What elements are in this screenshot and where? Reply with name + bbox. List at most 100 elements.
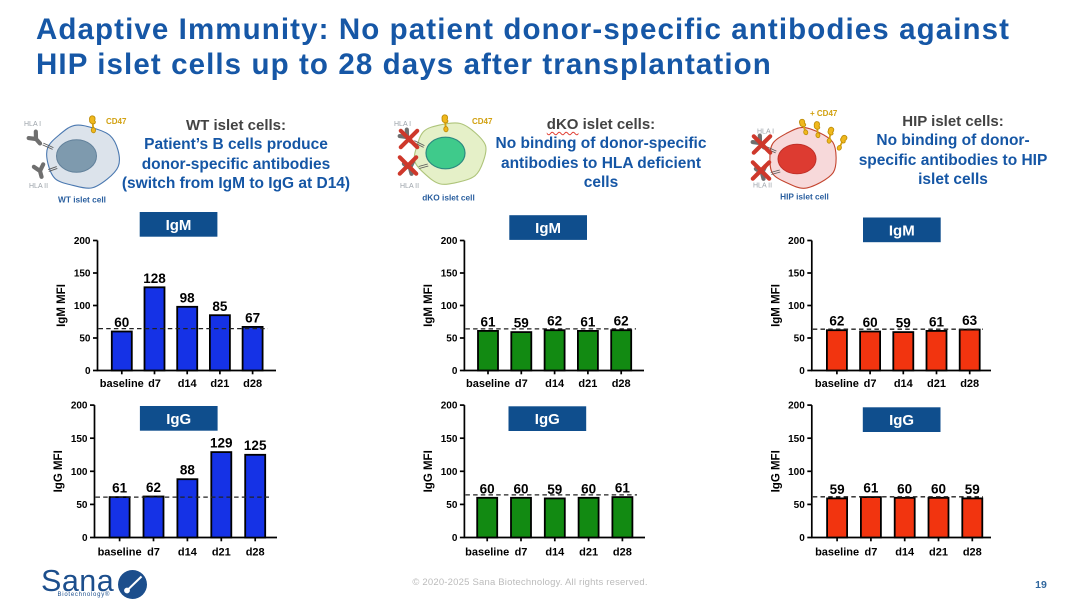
svg-text:d21: d21 bbox=[212, 547, 231, 559]
svg-text:125: 125 bbox=[244, 438, 267, 453]
svg-text:d21: d21 bbox=[210, 378, 229, 390]
svg-text:IgM: IgM bbox=[166, 217, 192, 234]
svg-text:0: 0 bbox=[82, 533, 88, 544]
svg-text:200: 200 bbox=[788, 401, 805, 412]
svg-text:HLA I: HLA I bbox=[24, 121, 41, 128]
svg-text:IgG: IgG bbox=[535, 411, 560, 428]
svg-text:100: 100 bbox=[788, 467, 805, 478]
svg-text:100: 100 bbox=[71, 467, 88, 478]
svg-text:baseline: baseline bbox=[465, 547, 509, 559]
svg-text:60: 60 bbox=[931, 481, 946, 496]
svg-text:d28: d28 bbox=[246, 547, 265, 559]
svg-text:200: 200 bbox=[788, 236, 805, 247]
svg-text:baseline: baseline bbox=[815, 547, 859, 559]
svg-text:CD47: CD47 bbox=[106, 117, 127, 126]
svg-text:200: 200 bbox=[71, 401, 88, 412]
svg-text:129: 129 bbox=[210, 436, 233, 451]
svg-text:50: 50 bbox=[446, 500, 458, 511]
svg-text:HLA II: HLA II bbox=[753, 183, 772, 190]
svg-text:HLA I: HLA I bbox=[394, 121, 411, 128]
svg-text:IgM MFI: IgM MFI bbox=[770, 284, 782, 327]
svg-text:IgG: IgG bbox=[166, 411, 191, 428]
svg-text:200: 200 bbox=[74, 236, 91, 247]
svg-text:d14: d14 bbox=[545, 547, 565, 559]
svg-text:59: 59 bbox=[547, 482, 562, 497]
svg-text:d28: d28 bbox=[960, 378, 979, 390]
svg-text:150: 150 bbox=[71, 434, 88, 445]
svg-text:IgM MFI: IgM MFI bbox=[56, 284, 68, 327]
svg-text:IgM: IgM bbox=[889, 222, 915, 239]
svg-text:d21: d21 bbox=[578, 378, 597, 390]
svg-text:d7: d7 bbox=[864, 547, 877, 559]
svg-text:61: 61 bbox=[480, 314, 496, 329]
svg-text:50: 50 bbox=[446, 334, 458, 345]
svg-text:61: 61 bbox=[112, 481, 128, 496]
svg-text:50: 50 bbox=[794, 334, 806, 345]
svg-text:61: 61 bbox=[580, 314, 596, 329]
svg-text:67: 67 bbox=[245, 310, 260, 325]
svg-text:50: 50 bbox=[76, 500, 88, 511]
svg-text:IgG MFI: IgG MFI bbox=[53, 450, 65, 492]
svg-text:62: 62 bbox=[614, 314, 629, 329]
svg-text:128: 128 bbox=[143, 271, 166, 286]
svg-text:d7: d7 bbox=[864, 378, 877, 390]
svg-text:60: 60 bbox=[114, 315, 129, 330]
svg-text:IgG MFI: IgG MFI bbox=[423, 450, 435, 492]
svg-text:150: 150 bbox=[74, 269, 91, 280]
svg-text:IgG: IgG bbox=[889, 412, 914, 429]
svg-text:d14: d14 bbox=[545, 378, 565, 390]
svg-text:CD47: CD47 bbox=[472, 117, 493, 126]
svg-text:59: 59 bbox=[965, 482, 980, 497]
svg-text:d21: d21 bbox=[579, 547, 598, 559]
svg-text:HLA I: HLA I bbox=[757, 129, 774, 136]
svg-text:88: 88 bbox=[180, 463, 196, 478]
svg-text:100: 100 bbox=[788, 301, 805, 312]
svg-text:d14: d14 bbox=[894, 378, 914, 390]
svg-text:61: 61 bbox=[863, 481, 879, 496]
svg-text:IgG MFI: IgG MFI bbox=[770, 450, 782, 492]
svg-text:d7: d7 bbox=[515, 378, 528, 390]
svg-text:59: 59 bbox=[896, 316, 911, 331]
svg-text:IgM MFI: IgM MFI bbox=[423, 284, 435, 327]
svg-text:WT islet cell: WT islet cell bbox=[58, 195, 106, 205]
svg-text:60: 60 bbox=[863, 315, 878, 330]
svg-text:d21: d21 bbox=[929, 547, 948, 559]
svg-text:baseline: baseline bbox=[100, 378, 144, 390]
svg-text:100: 100 bbox=[74, 301, 91, 312]
svg-text:HLA II: HLA II bbox=[400, 183, 419, 190]
svg-text:0: 0 bbox=[799, 533, 805, 544]
svg-text:d14: d14 bbox=[178, 378, 198, 390]
svg-text:d21: d21 bbox=[927, 378, 946, 390]
svg-text:60: 60 bbox=[480, 481, 495, 496]
svg-text:100: 100 bbox=[441, 301, 458, 312]
svg-text:d14: d14 bbox=[178, 547, 198, 559]
svg-text:59: 59 bbox=[830, 482, 845, 497]
svg-text:150: 150 bbox=[788, 434, 805, 445]
svg-text:50: 50 bbox=[79, 334, 91, 345]
svg-text:61: 61 bbox=[929, 314, 945, 329]
svg-text:baseline: baseline bbox=[466, 378, 510, 390]
svg-text:d28: d28 bbox=[612, 378, 631, 390]
svg-text:IgM: IgM bbox=[535, 220, 561, 237]
svg-text:63: 63 bbox=[962, 313, 978, 328]
svg-text:0: 0 bbox=[452, 366, 458, 377]
svg-text:60: 60 bbox=[513, 481, 528, 496]
svg-text:0: 0 bbox=[85, 366, 91, 377]
svg-text:85: 85 bbox=[212, 299, 228, 314]
svg-text:150: 150 bbox=[788, 269, 805, 280]
svg-text:50: 50 bbox=[794, 500, 806, 511]
svg-text:d7: d7 bbox=[148, 378, 161, 390]
svg-text:59: 59 bbox=[514, 316, 529, 331]
svg-text:baseline: baseline bbox=[98, 547, 142, 559]
svg-text:d28: d28 bbox=[963, 547, 982, 559]
svg-text:98: 98 bbox=[180, 290, 196, 305]
svg-text:150: 150 bbox=[441, 269, 458, 280]
svg-text:0: 0 bbox=[452, 533, 458, 544]
svg-text:dKO islet cell: dKO islet cell bbox=[422, 193, 475, 203]
svg-text:HLA II: HLA II bbox=[29, 183, 48, 190]
svg-text:62: 62 bbox=[547, 314, 562, 329]
svg-text:200: 200 bbox=[441, 236, 458, 247]
svg-text:d28: d28 bbox=[613, 547, 632, 559]
svg-text:HIP islet cell: HIP islet cell bbox=[780, 192, 829, 202]
svg-text:d28: d28 bbox=[243, 378, 262, 390]
